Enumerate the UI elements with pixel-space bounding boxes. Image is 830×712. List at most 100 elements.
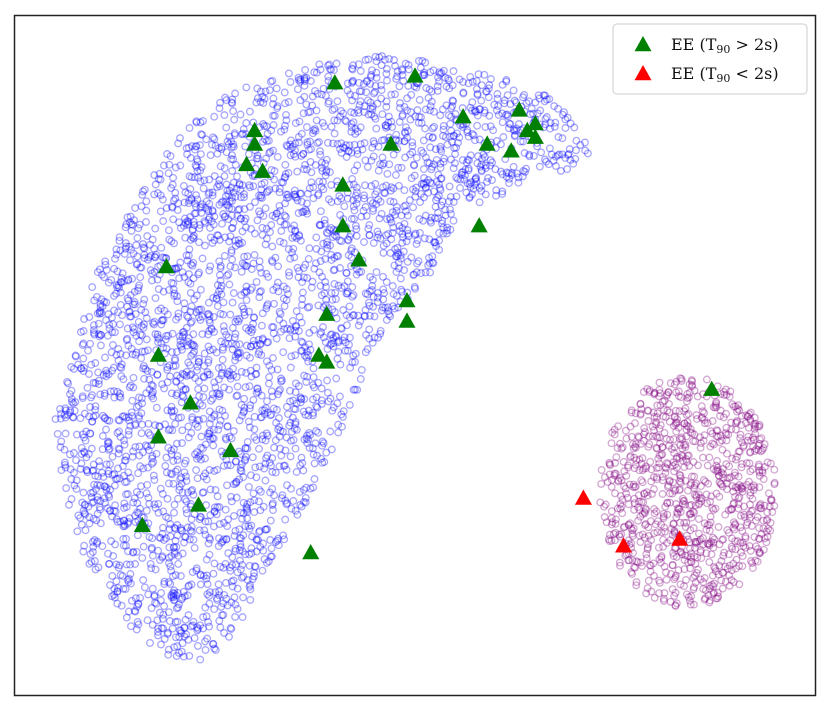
main-cluster-point (385, 310, 394, 319)
main-cluster-point (342, 141, 350, 150)
main-cluster-point (372, 73, 381, 82)
main-cluster-point (447, 104, 456, 113)
main-cluster-point (326, 394, 335, 403)
main-cluster-point (248, 453, 257, 462)
main-cluster-point (245, 524, 254, 533)
main-cluster-point (223, 137, 232, 146)
main-cluster-point (235, 179, 244, 188)
main-cluster-point (98, 445, 107, 454)
main-cluster-point (194, 358, 203, 367)
main-cluster-point (128, 323, 137, 332)
main-cluster-point (247, 224, 256, 233)
main-cluster-point (143, 463, 152, 472)
main-cluster-point (572, 146, 580, 155)
main-cluster-point (280, 125, 289, 134)
main-cluster-point (197, 513, 205, 522)
main-cluster-point (257, 413, 266, 422)
main-cluster-point (251, 198, 259, 207)
main-cluster-point (334, 252, 343, 261)
main-cluster-point (309, 194, 318, 203)
main-cluster-point (104, 467, 113, 476)
main-cluster-point (274, 425, 283, 434)
main-cluster-point (409, 203, 418, 212)
main-cluster-point (448, 137, 456, 146)
main-cluster-point (187, 196, 196, 204)
main-cluster-point (456, 175, 465, 184)
main-cluster-point (402, 237, 411, 246)
main-cluster-point (321, 338, 330, 347)
main-cluster-point (205, 199, 214, 208)
main-cluster-point (154, 175, 163, 183)
main-cluster-point (143, 232, 152, 241)
main-cluster-point (275, 201, 284, 210)
main-cluster-point (228, 255, 237, 264)
main-cluster-point (564, 150, 573, 158)
main-cluster-point (288, 233, 297, 242)
main-cluster-point (257, 185, 266, 194)
main-cluster-point (248, 283, 256, 292)
main-cluster-point (348, 283, 357, 291)
main-cluster-point (378, 161, 387, 170)
main-cluster-point (519, 166, 528, 175)
main-cluster-point (282, 402, 291, 411)
main-cluster-point (480, 153, 489, 162)
main-cluster-point (184, 199, 193, 208)
main-cluster-point (371, 81, 380, 90)
main-cluster-point (243, 576, 252, 584)
main-cluster-point (279, 239, 288, 248)
main-cluster-point (163, 363, 172, 372)
main-cluster-point (223, 422, 232, 431)
main-cluster-point (294, 382, 303, 391)
main-cluster-point (315, 268, 324, 277)
main-cluster-point (424, 176, 433, 184)
main-cluster-point (188, 261, 197, 270)
main-cluster-point (169, 362, 178, 371)
main-cluster-point (199, 571, 208, 580)
main-cluster-point (213, 302, 222, 311)
main-cluster-point (119, 584, 128, 593)
main-cluster-point (189, 330, 198, 339)
main-cluster-point (176, 161, 185, 170)
main-cluster-point (263, 397, 271, 406)
main-cluster-point (328, 406, 337, 415)
main-cluster-point (165, 361, 174, 370)
main-cluster-point (225, 280, 234, 289)
main-cluster-point (360, 238, 368, 246)
main-cluster-point (170, 547, 179, 556)
main-cluster-point (330, 279, 339, 288)
main-cluster-point (308, 277, 317, 286)
main-cluster-point (332, 251, 341, 260)
main-cluster-point (400, 137, 409, 146)
main-cluster-point (367, 70, 376, 79)
main-cluster-point (185, 245, 194, 254)
main-cluster-point (198, 312, 207, 321)
main-cluster-point (180, 623, 189, 632)
main-cluster-point (319, 239, 328, 248)
main-cluster-point (439, 125, 448, 134)
main-cluster-point (477, 181, 486, 190)
main-cluster-point (221, 411, 229, 420)
main-cluster-point (316, 281, 325, 290)
main-cluster-point (96, 505, 105, 514)
main-cluster-point (127, 220, 136, 229)
main-cluster-point (114, 281, 123, 290)
main-cluster-point (116, 300, 125, 309)
main-cluster-point (290, 186, 299, 195)
main-cluster-point (262, 429, 271, 438)
main-cluster-point (61, 429, 70, 438)
main-cluster-point (281, 99, 290, 108)
main-cluster-point (171, 571, 180, 580)
main-cluster-point (312, 116, 321, 125)
main-cluster-point (251, 562, 260, 571)
main-cluster-point (391, 171, 400, 179)
main-cluster-point (345, 302, 354, 311)
main-cluster-point (367, 182, 376, 191)
main-cluster-point (404, 232, 413, 241)
main-cluster-point (78, 392, 87, 401)
main-cluster-point (139, 364, 148, 373)
main-cluster-point (137, 305, 146, 314)
main-cluster-point (372, 124, 381, 133)
main-cluster-point (363, 76, 371, 85)
main-cluster-point (228, 561, 237, 569)
main-cluster-point (260, 94, 269, 103)
